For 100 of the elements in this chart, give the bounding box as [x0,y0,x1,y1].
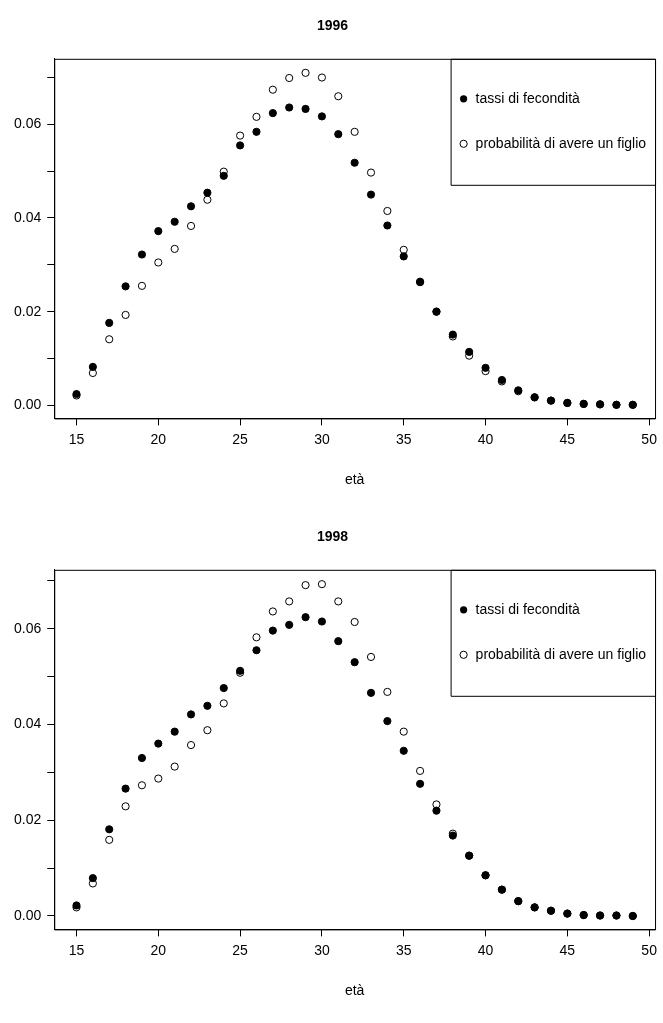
x-tick-label: 50 [641,430,658,447]
legend-label: tassi di fecondità [475,600,581,617]
y-tick-label: 0.02 [14,811,42,828]
y-tick-label: 0.04 [14,208,42,225]
point [121,802,130,811]
point [268,85,277,94]
x-tick-label: 15 [68,941,85,958]
point [415,766,425,776]
x-tick-label: 20 [150,430,167,447]
x-tick-label: 25 [232,941,249,958]
point [383,206,392,216]
point [350,127,359,136]
point [366,688,376,697]
point [88,362,97,371]
point [350,617,359,627]
x-tick-label: 25 [232,430,249,447]
x-tick-label: 35 [395,941,412,958]
point [105,835,114,844]
x-tick-label: 30 [314,430,330,447]
x-tick-label: 15 [68,430,85,447]
point [137,753,147,763]
point [399,245,408,254]
point [432,800,441,809]
point [121,310,130,320]
y-tick-label: 0.00 [14,906,42,923]
point [301,613,310,622]
x-tick-label: 45 [559,430,576,447]
x-tick-label: 40 [477,430,494,447]
point [268,109,277,118]
point [121,784,130,793]
chart-title: 1996 [316,17,349,34]
point [170,727,179,736]
point [366,190,376,199]
x-tick-label: 30 [314,941,330,958]
point [252,112,261,121]
point [334,130,343,139]
point [154,258,163,267]
point [383,687,392,696]
point [154,227,163,236]
point [350,158,359,167]
point [170,762,179,771]
x-axis-title: età [344,471,365,488]
point [137,281,147,290]
point [252,127,261,136]
point [186,710,196,719]
point [219,699,228,708]
x-tick-label: 35 [395,430,412,447]
y-tick-label: 0.02 [14,302,42,319]
point [301,104,310,113]
point [301,581,310,590]
point [268,626,277,635]
point [219,683,228,693]
point [88,879,97,888]
point [268,607,277,616]
point [432,806,441,815]
point [399,252,408,261]
point [252,646,261,655]
point [285,103,294,112]
point [285,597,294,606]
point [203,195,212,204]
legend-label: tassi di fecondità [475,89,581,106]
point [317,73,327,82]
point [203,701,212,710]
x-tick-label: 20 [150,941,167,958]
x-tick-label: 50 [641,941,658,958]
point [236,141,245,150]
x-axis-title: età [344,982,365,999]
point [317,617,327,626]
point [415,779,425,788]
x-tick-label: 40 [477,941,494,958]
point [137,250,147,259]
legend-label: probabilità di avere un figlio [475,645,647,662]
y-tick-label: 0.04 [14,715,42,732]
point [186,740,196,750]
point [186,221,196,231]
point [105,318,114,327]
point [317,580,327,589]
point [203,726,212,735]
y-tick-label: 0.06 [14,115,42,132]
point [317,112,327,121]
point [121,282,130,291]
x-tick-label: 45 [559,941,576,958]
chart-title: 1998 [316,528,349,545]
point [154,774,163,783]
point [105,335,114,344]
point [252,633,261,642]
point [350,658,359,667]
point [399,746,408,755]
point [383,221,392,230]
point [366,652,376,662]
point [203,188,212,197]
legend-label: probabilità di avere un figlio [475,134,647,151]
point [399,727,408,736]
point [186,202,196,211]
point [105,825,114,834]
point [383,717,392,726]
point [334,597,343,606]
y-tick-label: 0.06 [14,619,42,636]
point [137,781,147,790]
point [301,68,310,77]
